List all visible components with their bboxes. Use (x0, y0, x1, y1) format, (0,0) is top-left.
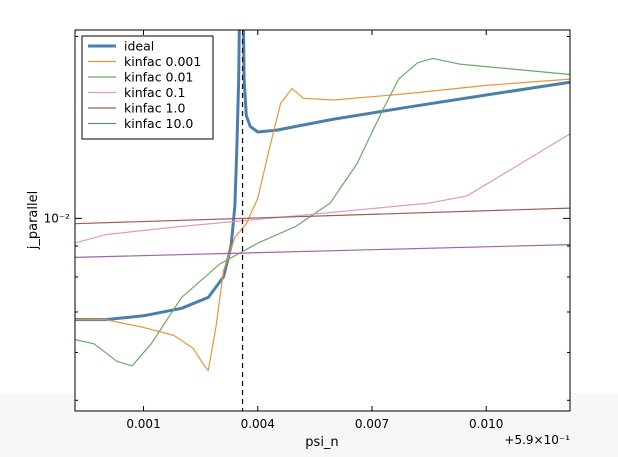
legend-label-kinfac-1-0: kinfac 1.0 (124, 101, 185, 116)
x-tick-label: 0.004 (241, 417, 275, 431)
x-tick-label: 0.001 (126, 417, 160, 431)
series-layer (75, 30, 570, 372)
legend-label-kinfac-10-0: kinfac 10.0 (124, 116, 193, 131)
legend-label-ideal: ideal (124, 39, 154, 54)
series-line-kinfac-0-01 (75, 57, 570, 367)
legend-label-kinfac-0-1: kinfac 0.1 (124, 85, 185, 100)
series-line-ideal (75, 30, 570, 322)
legend-box (81, 35, 214, 140)
plot-frame (74, 29, 571, 412)
x-tick-label: 0.007 (355, 417, 389, 431)
x-axis-label: psi_n (305, 435, 338, 450)
series-line-kinfac-1-0 (75, 207, 570, 225)
x-offset-label: +5.9×10⁻¹ (504, 433, 570, 447)
y-axis-label: j_parallel (26, 191, 41, 250)
legend-label-kinfac-0-01: kinfac 0.01 (124, 70, 193, 85)
series-line-kinfac-0-1 (75, 133, 570, 244)
series-line-unlabeled-6 (75, 244, 570, 258)
series-line-kinfac-0-001 (75, 78, 570, 372)
x-tick-label: 0.010 (469, 417, 503, 431)
y-tick-label: 10⁻² (44, 211, 71, 225)
tick-layer: 0.001 0.004 0.007 0.010 10⁻² (44, 30, 570, 431)
legend-label-kinfac-0-001: kinfac 0.001 (124, 54, 201, 69)
